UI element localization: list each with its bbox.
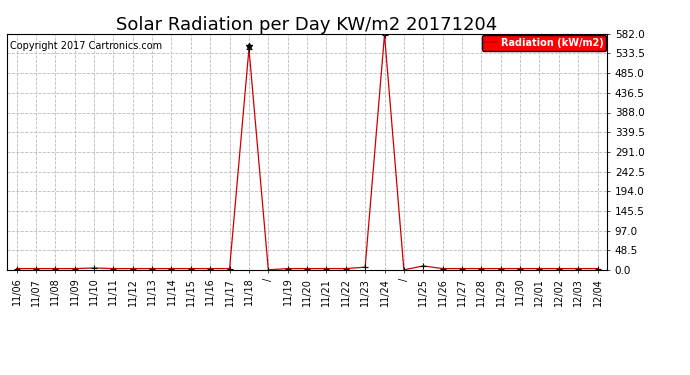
Text: Copyright 2017 Cartronics.com: Copyright 2017 Cartronics.com: [10, 41, 162, 51]
Legend: Radiation (kW/m2): Radiation (kW/m2): [482, 35, 607, 51]
Title: Solar Radiation per Day KW/m2 20171204: Solar Radiation per Day KW/m2 20171204: [117, 16, 497, 34]
